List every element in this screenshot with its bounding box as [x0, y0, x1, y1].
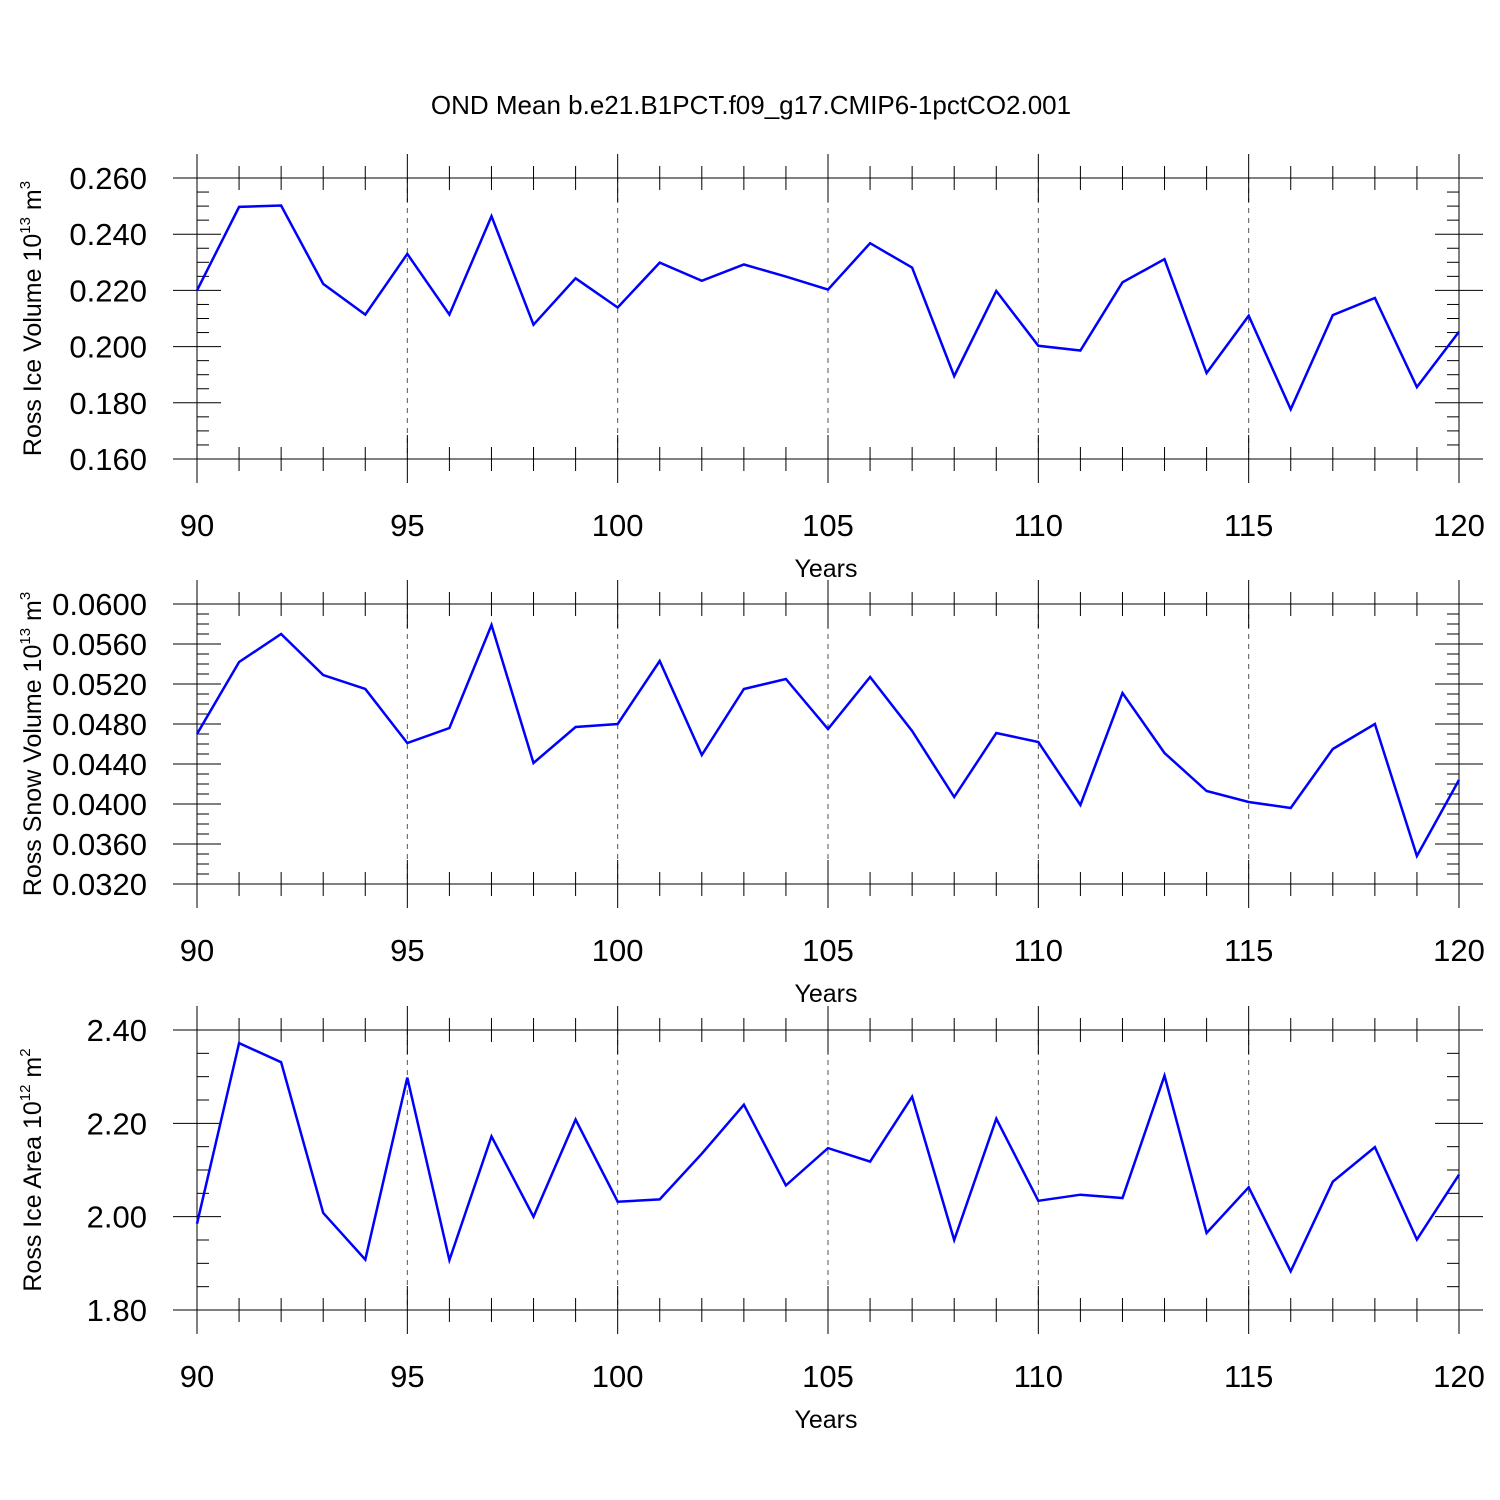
- y-tick-label: 0.240: [69, 217, 147, 252]
- x-tick-label: 95: [390, 933, 424, 968]
- y-axis-title: Ross Ice Volume 1013 m3: [17, 181, 47, 456]
- x-tick-label: 95: [390, 1359, 424, 1394]
- x-tick-label: 95: [390, 508, 424, 543]
- x-tick-label: 115: [1224, 1359, 1273, 1394]
- y-tick-label: 0.180: [69, 386, 147, 421]
- x-tick-label: 115: [1224, 508, 1273, 543]
- x-tick-label: 100: [592, 508, 644, 543]
- y-axis-title-unit: m: [19, 189, 47, 217]
- x-tick-label: 110: [1014, 1359, 1063, 1394]
- y-tick-label: 0.0400: [52, 787, 147, 822]
- y-axis-title-unit-exponent: 3: [17, 592, 34, 600]
- y-tick-label: 2.20: [87, 1106, 147, 1141]
- x-tick-label: 110: [1014, 933, 1063, 968]
- x-tick-label: 100: [592, 933, 644, 968]
- y-axis-title-main: Ross Ice Volume 10: [19, 234, 47, 456]
- y-axis-title-unit: m: [19, 600, 47, 628]
- y-tick-label: 0.200: [69, 330, 147, 365]
- y-tick-label: 2.40: [87, 1013, 147, 1048]
- x-axis-title: Years: [794, 555, 857, 583]
- y-axis-title-main: Ross Snow Volume 10: [19, 645, 47, 897]
- x-tick-label: 120: [1433, 508, 1485, 543]
- y-tick-label: 0.0360: [52, 827, 147, 862]
- x-tick-label: 120: [1433, 1359, 1485, 1394]
- y-tick-label: 0.0560: [52, 627, 147, 662]
- plot-frame: [196, 177, 1460, 460]
- y-tick-label: 0.260: [69, 161, 147, 196]
- panels: 90 95 100 105 110 115 120 0.160 0.180 0.200 0.220 0…: [17, 154, 1485, 1434]
- chart-panel-2: 90 95 100 105 110 115 120 0.0320 0.0360 0.0400 0.0…: [17, 580, 1485, 1008]
- y-tick-label: 0.0320: [52, 867, 147, 902]
- chart-panel-1: 90 95 100 105 110 115 120 0.160 0.180 0.200 0.220 0…: [17, 154, 1485, 583]
- y-tick-label: 2.00: [87, 1200, 147, 1235]
- y-axis-title-exponent: 13: [17, 628, 34, 645]
- x-tick-label: 90: [180, 508, 214, 543]
- y-tick-label: 0.0440: [52, 747, 147, 782]
- y-axis-title-unit-exponent: 3: [17, 181, 34, 189]
- y-tick-label: 0.220: [69, 273, 147, 308]
- y-axis-title-unit-exponent: 2: [17, 1048, 34, 1056]
- plot-frame: [196, 1029, 1460, 1311]
- y-axis-title-unit: m: [19, 1057, 47, 1085]
- x-tick-label: 90: [180, 1359, 214, 1394]
- x-axis-title: Years: [794, 980, 857, 1008]
- y-tick-label: 0.0520: [52, 667, 147, 702]
- y-tick-label: 0.0480: [52, 707, 147, 742]
- x-tick-label: 110: [1014, 508, 1063, 543]
- y-axis-title-exponent: 13: [17, 217, 34, 234]
- x-tick-label: 100: [592, 1359, 644, 1394]
- y-axis-title-exponent: 12: [17, 1085, 34, 1102]
- y-tick-label: 0.160: [69, 442, 147, 477]
- series-line: [195, 204, 1460, 413]
- chart-panel-3: 90 95 100 105 110 115 120 1.80 2.00 2.20 2.40 Years…: [17, 1006, 1485, 1434]
- x-tick-label: 105: [802, 508, 854, 543]
- x-tick-label: 120: [1433, 933, 1485, 968]
- y-axis-title: Ross Ice Area 1012 m2: [17, 1048, 47, 1291]
- x-tick-label: 90: [180, 933, 214, 968]
- y-tick-label: 0.0600: [52, 587, 147, 622]
- y-axis-title-main: Ross Ice Area 10: [19, 1101, 47, 1291]
- y-axis-title: Ross Snow Volume 1013 m3: [17, 592, 47, 896]
- figure-title: OND Mean b.e21.B1PCT.f09_g17.CMIP6-1pctC…: [431, 90, 1071, 120]
- x-tick-label: 105: [802, 1359, 854, 1394]
- series-line: [195, 1041, 1461, 1275]
- x-tick-label: 115: [1224, 933, 1273, 968]
- plot-frame: [196, 603, 1460, 885]
- x-axis-title: Years: [794, 1406, 857, 1434]
- series-line: [195, 621, 1461, 860]
- y-tick-label: 1.80: [87, 1293, 147, 1328]
- x-tick-label: 105: [802, 933, 854, 968]
